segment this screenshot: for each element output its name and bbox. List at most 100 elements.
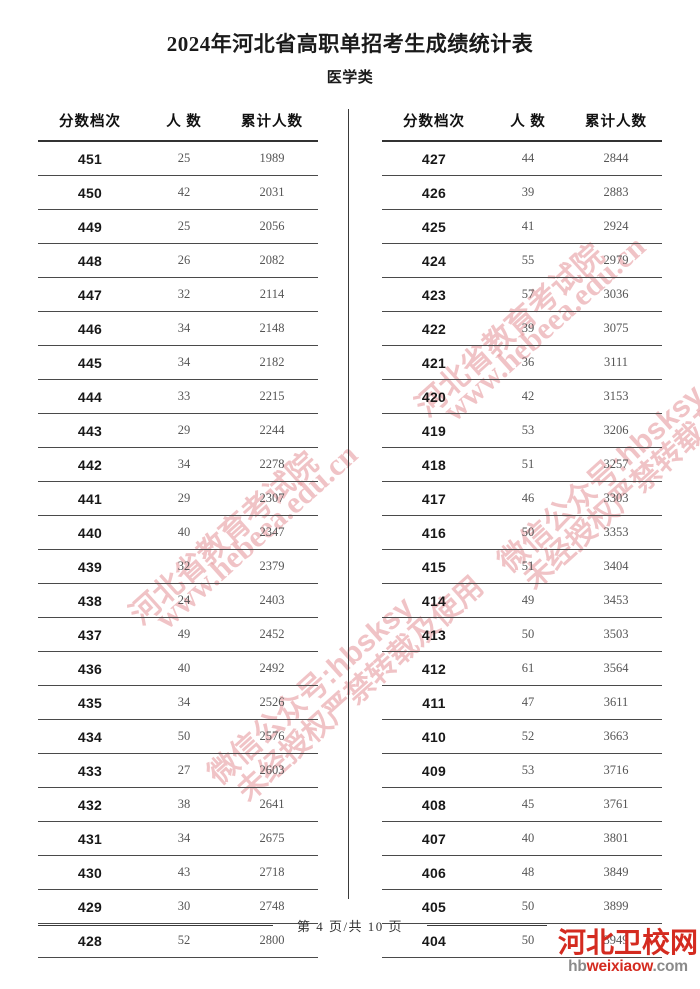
table-row: 450 42 2031	[38, 175, 318, 211]
cell-cumulative: 3899	[570, 889, 662, 925]
cell-cumulative: 2526	[226, 685, 318, 721]
table-row: 410 52 3663	[382, 719, 662, 755]
table-body-right: 427 44 2844 426 39 2883 425 41 2924 424 55 2979 423 5…	[382, 141, 662, 959]
cell-score: 422	[382, 311, 486, 347]
page-title: 2024年河北省高职单招考生成绩统计表	[166, 32, 534, 56]
cell-count: 57	[486, 277, 570, 313]
cell-score: 405	[382, 889, 486, 925]
cell-cumulative: 2452	[226, 617, 318, 653]
cell-cumulative: 2148	[226, 311, 318, 347]
cell-count: 45	[486, 787, 570, 823]
site-logo: 河北卫校网 hbweixiaow.com	[558, 928, 698, 976]
table-row: 404 50 3949	[382, 923, 662, 959]
table-row: 426 39 2883	[382, 175, 662, 211]
table-row: 425 41 2924	[382, 209, 662, 245]
cell-count: 32	[142, 277, 226, 313]
table-row: 421 36 3111	[382, 345, 662, 381]
cell-cumulative: 2979	[570, 243, 662, 279]
table-row: 406 48 3849	[382, 855, 662, 891]
table-row: 432 38 2641	[38, 787, 318, 823]
cell-cumulative: 2641	[226, 787, 318, 823]
table-row: 441 29 2307	[38, 481, 318, 517]
cell-count: 36	[486, 345, 570, 381]
cell-cumulative: 3075	[570, 311, 662, 347]
cell-score: 404	[382, 923, 486, 959]
cell-score: 441	[38, 481, 142, 517]
cell-cumulative: 3663	[570, 719, 662, 755]
cell-cumulative: 3503	[570, 617, 662, 653]
cell-score: 407	[382, 821, 486, 857]
score-table-right: 分数档次 人 数 累计人数 427 44 2844 426 39 2883 425 41 292…	[382, 107, 662, 959]
cell-cumulative: 3611	[570, 685, 662, 721]
cell-score: 437	[38, 617, 142, 653]
table-row: 442 34 2278	[38, 447, 318, 483]
footer-rules: 第 4 页/共 10 页	[0, 919, 700, 934]
column-header-cumulative: 累计人数	[570, 107, 662, 143]
cell-score: 420	[382, 379, 486, 415]
cell-score: 417	[382, 481, 486, 517]
cell-score: 415	[382, 549, 486, 585]
domain-prefix: hb	[568, 958, 587, 976]
column-header-count: 人 数	[486, 107, 570, 143]
table-row: 447 32 2114	[38, 277, 318, 313]
cell-count: 34	[142, 345, 226, 381]
cell-count: 40	[142, 651, 226, 687]
cell-count: 26	[142, 243, 226, 279]
table-header-row: 分数档次 人 数 累计人数	[382, 107, 662, 143]
cell-score: 423	[382, 277, 486, 313]
table-row: 419 53 3206	[382, 413, 662, 449]
cell-count: 25	[142, 141, 226, 177]
cell-count: 34	[142, 821, 226, 857]
table-row: 428 52 2800	[38, 923, 318, 959]
cell-score: 406	[382, 855, 486, 891]
cell-count: 50	[486, 923, 570, 959]
cell-score: 442	[38, 447, 142, 483]
cell-count: 52	[142, 923, 226, 959]
cell-count: 25	[142, 209, 226, 245]
cell-score: 414	[382, 583, 486, 619]
table-row: 423 57 3036	[382, 277, 662, 313]
footer-rule-left	[38, 925, 273, 926]
cell-score: 432	[38, 787, 142, 823]
table-row: 444 33 2215	[38, 379, 318, 415]
cell-cumulative: 2844	[570, 141, 662, 177]
cell-cumulative: 2056	[226, 209, 318, 245]
cell-cumulative: 3849	[570, 855, 662, 891]
column-divider	[348, 109, 349, 900]
cell-score: 410	[382, 719, 486, 755]
column-header-cumulative: 累计人数	[226, 107, 318, 143]
cell-score: 428	[38, 923, 142, 959]
table-row: 415 51 3404	[382, 549, 662, 585]
cell-cumulative: 3716	[570, 753, 662, 789]
cell-score: 426	[382, 175, 486, 211]
cell-cumulative: 3404	[570, 549, 662, 585]
cell-count: 61	[486, 651, 570, 687]
cell-cumulative: 2244	[226, 413, 318, 449]
cell-count: 40	[142, 515, 226, 551]
cell-count: 44	[486, 141, 570, 177]
table-row: 420 42 3153	[382, 379, 662, 415]
cell-count: 52	[486, 719, 570, 755]
site-logo-name: 河北卫校网	[558, 927, 699, 958]
cell-count: 53	[486, 413, 570, 449]
cell-cumulative: 3353	[570, 515, 662, 551]
cell-cumulative: 2675	[226, 821, 318, 857]
table-row: 408 45 3761	[382, 787, 662, 823]
cell-score: 447	[38, 277, 142, 313]
table-row: 436 40 2492	[38, 651, 318, 687]
table-row: 431 34 2675	[38, 821, 318, 857]
cell-score: 419	[382, 413, 486, 449]
domain-suffix: .com	[652, 958, 689, 976]
table-row: 451 25 1989	[38, 141, 318, 177]
cell-cumulative: 2031	[226, 175, 318, 211]
cell-score: 424	[382, 243, 486, 279]
table-row: 437 49 2452	[38, 617, 318, 653]
table-row: 448 26 2082	[38, 243, 318, 279]
table-row: 418 51 3257	[382, 447, 662, 483]
cell-cumulative: 2082	[226, 243, 318, 279]
table-row: 445 34 2182	[38, 345, 318, 381]
cell-cumulative: 2215	[226, 379, 318, 415]
table-row: 407 40 3801	[382, 821, 662, 857]
cell-count: 33	[142, 379, 226, 415]
cell-cumulative: 2924	[570, 209, 662, 245]
